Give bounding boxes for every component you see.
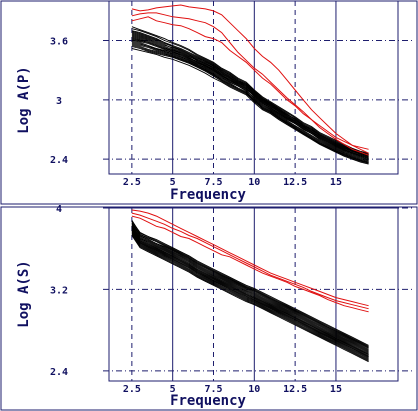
- top-x-tick-label: 10: [248, 177, 260, 188]
- bottom-y-tick-label: 3.2: [50, 285, 68, 296]
- top-x-ticks: 2.5 5 7.5 10 12.5 15: [123, 177, 342, 188]
- bottom-x-ticks: 2.5 5 7.5 10 12.5 15: [123, 384, 342, 395]
- top-y-tick-label: 2.4: [50, 155, 68, 166]
- top-x-tick-label: 12.5: [283, 177, 307, 188]
- top-red-curve: [131, 4, 369, 150]
- top-black-curve: [131, 31, 369, 156]
- bottom-black-curve: [131, 228, 369, 355]
- top-y-axis-label: Log A(P): [16, 66, 32, 133]
- bottom-y-tick-label: 4: [56, 204, 62, 215]
- bottom-black-curve: [131, 227, 369, 354]
- bottom-x-tick-label: 5: [170, 384, 176, 395]
- top-y-ticks: 2.4 3 3.6: [50, 37, 68, 167]
- top-series: [131, 4, 369, 165]
- top-black-curve: [131, 41, 369, 161]
- bottom-x-tick-label: 2.5: [123, 384, 141, 395]
- bottom-black-curve: [131, 229, 369, 357]
- top-black-curve: [131, 39, 369, 159]
- bottom-y-tick-label: 2.4: [50, 367, 68, 378]
- bottom-series: [131, 209, 369, 363]
- bottom-x-tick-label: 15: [330, 384, 342, 395]
- bottom-y-axis-label: Log A(S): [16, 260, 32, 327]
- top-x-tick-label: 5: [170, 177, 176, 188]
- bottom-panel: 2.5 5 7.5 10 12.5 15 2.4 3.2 4 Frequency Log A(…: [16, 204, 412, 409]
- bottom-black-curve: [131, 224, 369, 349]
- top-black-curve: [131, 44, 369, 163]
- bottom-black-curve: [131, 232, 369, 360]
- bottom-red-curve: [131, 209, 369, 307]
- bottom-plot-area: [108, 207, 399, 382]
- top-x-tick-label: 2.5: [123, 177, 141, 188]
- bottom-black-curve: [131, 223, 369, 348]
- bottom-red-curve: [131, 212, 369, 310]
- bottom-black-curve: [131, 233, 369, 361]
- top-black-curve: [131, 37, 369, 158]
- bottom-black-curve: [131, 231, 369, 359]
- bottom-black-curve: [131, 220, 369, 346]
- bottom-grid: [103, 207, 412, 381]
- top-y-tick-label: 3.6: [50, 37, 68, 48]
- bottom-x-axis-label: Frequency: [170, 393, 246, 409]
- top-red-curve: [131, 12, 369, 156]
- top-x-tick-label: 15: [330, 177, 342, 188]
- bottom-black-curve: [131, 223, 369, 350]
- bottom-black-curve: [131, 226, 369, 352]
- bottom-x-tick-label: 12.5: [283, 384, 307, 395]
- bottom-black-curve: [131, 219, 369, 347]
- bottom-black-curve: [131, 230, 369, 358]
- bottom-black-curve: [131, 226, 369, 353]
- top-black-curve: [131, 26, 369, 154]
- top-plot-area: [108, 0, 399, 175]
- bottom-black-curve: [131, 234, 369, 362]
- bottom-red-curve: [131, 215, 369, 313]
- top-x-axis-label: Frequency: [170, 187, 246, 203]
- top-y-tick-label: 3: [56, 96, 62, 107]
- bottom-black-curve: [131, 235, 369, 363]
- bottom-x-tick-label: 10: [248, 384, 260, 395]
- top-black-curve: [131, 35, 369, 157]
- top-panel: 2.5 5 7.5 10 12.5 15 2.4 3 3.6 Frequency Log A(…: [16, 0, 412, 203]
- top-black-curve: [131, 28, 369, 155]
- top-x-tick-label: 7.5: [204, 177, 222, 188]
- bottom-panel-frame: [0, 206, 418, 411]
- top-grid: [103, 1, 412, 174]
- bottom-black-curve: [131, 225, 369, 351]
- top-red-curve: [131, 16, 369, 154]
- bottom-y-ticks: 2.4 3.2 4: [50, 204, 68, 378]
- bottom-x-tick-label: 7.5: [204, 384, 222, 395]
- top-black-curve: [131, 48, 369, 165]
